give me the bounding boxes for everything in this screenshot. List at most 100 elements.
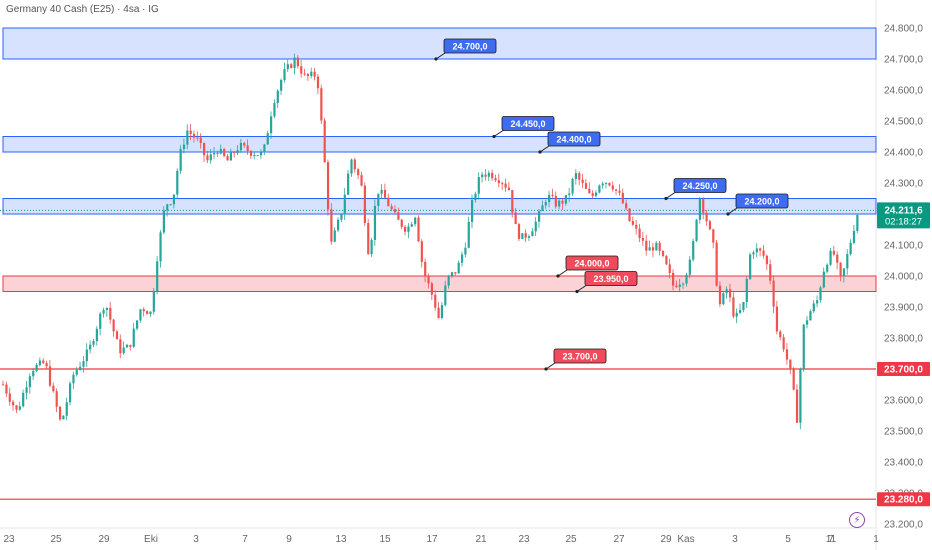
candle (25, 380, 28, 400)
candle-body (759, 248, 762, 251)
candle-body (239, 142, 243, 151)
candle (290, 62, 293, 69)
candle (182, 138, 186, 154)
candle (95, 326, 98, 346)
candle (651, 242, 655, 258)
candle-body (621, 192, 624, 204)
candle (393, 205, 397, 214)
candle (739, 303, 742, 315)
candle-body (273, 103, 276, 117)
candle-body (678, 284, 681, 287)
candle-body (507, 187, 511, 190)
candle (186, 124, 189, 150)
candle-body (471, 199, 474, 222)
candle-body (779, 331, 782, 338)
annotation-label: 23.700,0 (562, 352, 597, 362)
current-price-tag (877, 202, 930, 229)
x-tick-label: 5 (785, 534, 791, 545)
candle (72, 371, 75, 390)
candle (849, 239, 852, 256)
candle-body (146, 311, 149, 315)
candle (427, 273, 430, 289)
y-tick-label: 23.400,0 (884, 458, 923, 469)
candle-body (792, 368, 795, 390)
candle-body (826, 264, 829, 272)
candle-body (347, 173, 350, 195)
candle-body (668, 264, 671, 274)
candle-body (785, 349, 789, 360)
candle-body (558, 200, 561, 207)
candle (407, 222, 410, 239)
candle-body (15, 405, 18, 410)
candle (192, 130, 196, 143)
candle-body (715, 242, 718, 286)
candle-body (323, 120, 326, 163)
annotation-box (443, 38, 497, 54)
candle (162, 206, 165, 235)
candle (598, 184, 601, 194)
candle (454, 272, 457, 277)
candle-body (829, 250, 832, 265)
candle (326, 159, 330, 216)
lightning-icon[interactable]: ⚡ (849, 512, 865, 528)
candle (836, 251, 839, 270)
candle (253, 152, 256, 160)
candle (772, 275, 775, 313)
candle-body (548, 194, 551, 203)
candle-body (588, 188, 591, 194)
annotation-label: 24.400,0 (556, 135, 591, 145)
x-tick-label: 23 (3, 534, 15, 545)
candle-body (427, 276, 430, 284)
candle-body (18, 406, 21, 410)
candle-body (531, 231, 534, 237)
candle-body (300, 66, 303, 74)
candle-body (598, 185, 601, 193)
candle (819, 285, 822, 303)
candle-body (819, 287, 822, 301)
annotation-box (673, 178, 727, 193)
candle-body (350, 159, 353, 174)
candle-body (618, 190, 621, 193)
candle (316, 74, 320, 94)
candle (417, 215, 420, 243)
candle-body (259, 152, 263, 156)
candle-body (722, 293, 725, 305)
annotation-label: 24.000,0 (574, 259, 609, 269)
candle (52, 382, 55, 393)
candle-body (628, 208, 631, 222)
candle (444, 280, 447, 307)
candle (142, 307, 145, 317)
annotation-label: 24.700,0 (452, 42, 487, 52)
candle (283, 62, 286, 83)
candle (544, 199, 547, 209)
candle-body (313, 71, 316, 77)
y-tick-label: 24.100,0 (884, 241, 923, 252)
candle-body (846, 254, 849, 269)
candle (785, 342, 789, 365)
x-tick-label: 17 (426, 534, 438, 545)
candle-body (775, 306, 779, 332)
candle-body (477, 177, 480, 194)
candle-body (648, 247, 651, 251)
candle (692, 238, 695, 262)
candle (82, 355, 85, 373)
candle-body (675, 285, 678, 287)
candle-body (769, 264, 772, 281)
candle-body (708, 221, 712, 230)
candle (779, 329, 782, 341)
candle-body (142, 309, 145, 312)
candle (645, 234, 648, 256)
candle (812, 300, 815, 313)
candle-body (497, 180, 500, 184)
candle (179, 145, 182, 174)
annotation-label: 24.450,0 (510, 119, 545, 129)
candle (216, 150, 219, 157)
candle (370, 237, 373, 258)
candle-body (136, 320, 139, 329)
candle (249, 149, 253, 160)
candle (373, 199, 377, 246)
candle (343, 188, 346, 220)
candle (92, 338, 95, 348)
candle (149, 311, 152, 317)
